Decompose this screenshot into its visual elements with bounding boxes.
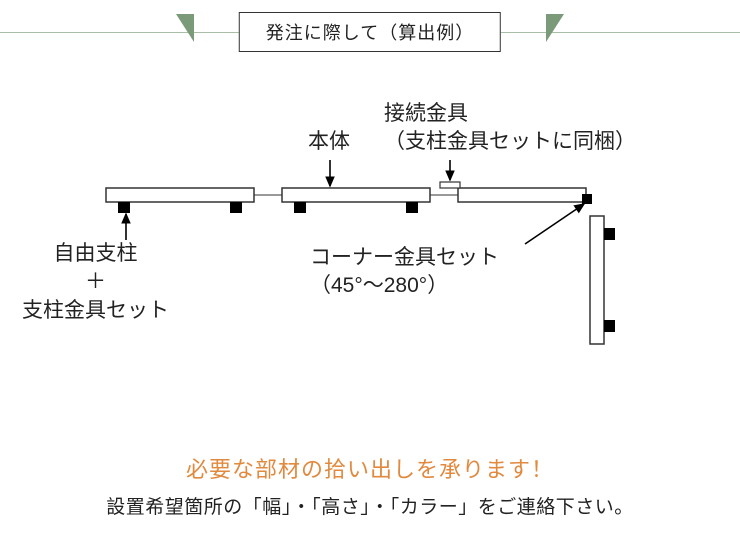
label-setsuzoku-line2: （支柱金具セットに同梱）	[384, 130, 636, 153]
label-hontai: 本体	[308, 128, 350, 156]
label-setsuzoku-line1: 接続金具	[384, 102, 468, 125]
cta-subtext: 設置希望箇所の「幅」・「高さ」・「カラー」をご連絡下さい。	[0, 492, 740, 519]
label-setsuzoku: 接続金具 （支柱金具セットに同梱）	[384, 100, 636, 157]
label-jiyu-line1: 自由支柱	[54, 242, 138, 265]
title-decor-right	[546, 14, 564, 42]
label-jiyushichu: 自由支柱 ＋ 支柱金具セット	[22, 240, 169, 325]
label-corner-line1: コーナー金具セット	[310, 246, 499, 269]
title-decor-left	[176, 14, 194, 42]
label-corner-line2: （45°～280°）	[310, 274, 448, 297]
cta-headline: 必要な部材の拾い出しを承ります！	[0, 452, 740, 484]
label-jiyu-line3: 支柱金具セット	[22, 299, 169, 322]
label-hontai-text: 本体	[308, 130, 350, 153]
cta-block: 必要な部材の拾い出しを承ります！ 設置希望箇所の「幅」・「高さ」・「カラー」をご…	[0, 452, 740, 519]
label-jiyu-line2: ＋	[85, 270, 106, 293]
page-title: 発注に際して（算出例）	[239, 12, 501, 52]
label-corner: コーナー金具セット （45°～280°）	[310, 244, 499, 301]
